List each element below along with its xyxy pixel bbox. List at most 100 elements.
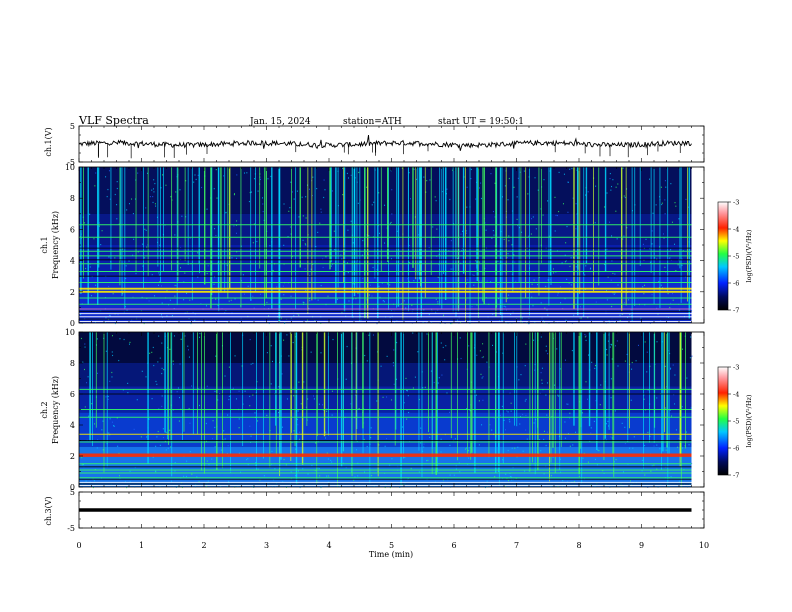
spec-noise xyxy=(681,258,683,260)
spec-noise xyxy=(176,285,178,287)
spec-noise xyxy=(443,314,445,316)
spec-noise xyxy=(81,464,83,466)
spec-noise xyxy=(670,476,672,478)
figure-title: VLF Spectra xyxy=(78,114,149,127)
spec-noise xyxy=(660,186,662,188)
spec-noise xyxy=(291,191,293,193)
spec-noise xyxy=(521,317,523,319)
spec-noise xyxy=(513,186,515,188)
spec-noise xyxy=(187,345,189,347)
spec-noise xyxy=(87,483,89,486)
spec-noise xyxy=(455,465,457,467)
spec-noise xyxy=(389,222,391,224)
spec-noise xyxy=(418,398,420,401)
spec-noise xyxy=(276,286,278,288)
spec-noise xyxy=(516,218,518,221)
spec-noise xyxy=(565,319,567,321)
spec-noise xyxy=(494,182,496,184)
spec-noise xyxy=(83,368,85,371)
spec-noise xyxy=(134,198,136,200)
spec-noise xyxy=(110,315,112,317)
spec-noise xyxy=(609,321,611,324)
spec-noise xyxy=(370,427,372,429)
spec-noise xyxy=(524,478,526,480)
spec-noise xyxy=(173,335,175,337)
spec-noise xyxy=(378,192,380,194)
spec-noise xyxy=(247,463,249,466)
spec-noise xyxy=(579,306,581,308)
spec-noise xyxy=(233,452,235,454)
spec-noise xyxy=(331,190,333,192)
spec-noise xyxy=(310,268,312,270)
spec-noise xyxy=(131,198,133,200)
spec-noise xyxy=(145,229,147,231)
spec-noise xyxy=(541,317,543,319)
spec-noise xyxy=(479,261,481,263)
spec-noise xyxy=(186,460,188,462)
spec-noise xyxy=(303,473,305,475)
spec-noise xyxy=(545,350,547,352)
spec-noise xyxy=(228,300,230,302)
spec-noise xyxy=(382,300,384,302)
x-tick-label: 4 xyxy=(326,541,331,550)
spec-noise xyxy=(249,191,251,194)
y-tick-label: 10 xyxy=(65,163,75,172)
spec-noise xyxy=(320,486,322,489)
spec-noise xyxy=(185,475,187,478)
spec-noise xyxy=(127,382,129,385)
spec-noise xyxy=(179,267,181,269)
spec-noise xyxy=(391,213,393,215)
spec-noise xyxy=(445,449,447,452)
spec-noise xyxy=(297,424,299,426)
spec-noise xyxy=(678,480,680,482)
spec-noise xyxy=(609,221,611,223)
spec-noise xyxy=(320,284,322,287)
spec-noise xyxy=(476,354,478,356)
spec-noise xyxy=(146,468,148,470)
spec-noise xyxy=(372,334,374,336)
spec-noise xyxy=(262,203,264,205)
spec-noise xyxy=(612,179,614,181)
spec-noise xyxy=(119,338,121,340)
spec-noise xyxy=(263,475,265,477)
spec-noise xyxy=(528,235,530,237)
spec-noise xyxy=(427,459,429,462)
spec-noise xyxy=(185,216,187,218)
spec-noise xyxy=(223,430,225,432)
spec-noise xyxy=(238,390,240,392)
spec-noise xyxy=(390,221,392,224)
spec-noise xyxy=(364,354,366,357)
spec-noise xyxy=(596,464,598,466)
spec-noise xyxy=(611,437,613,439)
spec-noise xyxy=(614,292,616,294)
spec-noise xyxy=(624,442,626,445)
spec-noise xyxy=(473,274,475,277)
spec-noise xyxy=(106,195,108,198)
spec-noise xyxy=(224,312,226,314)
spec-noise xyxy=(238,452,240,454)
spec-noise xyxy=(333,230,335,232)
spec-noise xyxy=(656,468,658,470)
spec-noise xyxy=(664,213,666,215)
spec-noise xyxy=(270,175,272,178)
spec-noise xyxy=(575,266,577,268)
spec-noise xyxy=(573,481,575,483)
spec-noise xyxy=(458,462,460,464)
spectrogram-ch2 xyxy=(79,332,693,489)
spec-noise xyxy=(215,234,217,237)
spec-noise xyxy=(93,480,95,482)
spec-noise xyxy=(293,395,295,397)
spec-noise xyxy=(613,293,615,296)
spec-noise xyxy=(446,392,448,394)
spec-noise xyxy=(331,461,333,463)
spec-noise xyxy=(246,459,248,461)
spec-noise xyxy=(452,169,454,171)
spec-noise xyxy=(157,430,159,433)
spec-noise xyxy=(177,485,179,487)
spec-noise xyxy=(228,458,230,460)
spec-noise xyxy=(177,387,179,389)
y-tick-label: 8 xyxy=(70,359,75,368)
spec-noise xyxy=(249,395,251,398)
spec-noise xyxy=(595,185,597,187)
x-tick-label: 9 xyxy=(639,541,644,550)
